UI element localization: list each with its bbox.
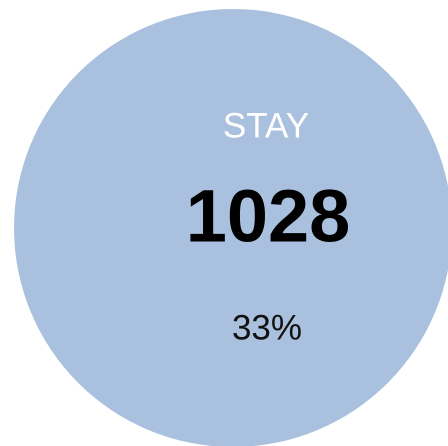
stat-percent: 33% <box>232 308 302 347</box>
stat-value: 1028 <box>186 175 351 258</box>
stat-label: STAY <box>223 106 309 145</box>
stat-circle <box>14 9 448 446</box>
